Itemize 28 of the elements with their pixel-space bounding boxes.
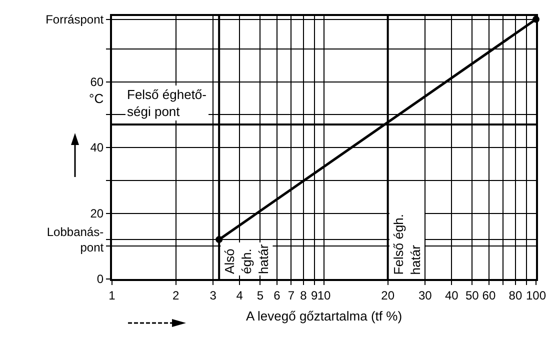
x-tick-label: 4 (236, 288, 244, 302)
ref-line-label: Alsó égh. határ (222, 244, 272, 274)
x-tick-label: 8 (300, 288, 308, 302)
x-tick-label: 10 (317, 288, 331, 302)
x-tick-label: 7 (288, 288, 295, 302)
x-tick-label: 100 (526, 288, 546, 302)
x-tick-label: 1 (108, 288, 116, 302)
ref-line-label: Felső égh. határ (390, 214, 423, 275)
x-tick-label: 9 (310, 288, 318, 302)
y-tick-label: 60 (90, 74, 104, 89)
y-tick-label: 20 (90, 206, 104, 220)
x-axis-title: A levegő gőztartalma (tf %) (246, 308, 402, 324)
y-tick-label: Forráspont (46, 12, 104, 26)
x-tick-label: 80 (508, 288, 522, 302)
x-tick-label: 5 (256, 288, 264, 302)
y-tick-label: 0 (96, 272, 104, 286)
x-tick-label: 60 (482, 288, 496, 302)
y-tick-label: Lobbanás- pont (46, 224, 104, 255)
ref-line-label: Felső éghető- ségi pont (127, 87, 206, 119)
x-tick-label: 3 (210, 288, 217, 302)
x-tick-label: 40 (444, 288, 459, 302)
y-tick-label: 40 (90, 140, 104, 155)
x-tick-label: 50 (466, 288, 480, 302)
x-tick-label: 20 (381, 288, 395, 302)
x-tick-label: 2 (172, 288, 180, 302)
x-tick-label: 30 (418, 288, 432, 302)
y-axis-title: °C (89, 91, 104, 106)
x-tick-label: 6 (274, 288, 281, 302)
